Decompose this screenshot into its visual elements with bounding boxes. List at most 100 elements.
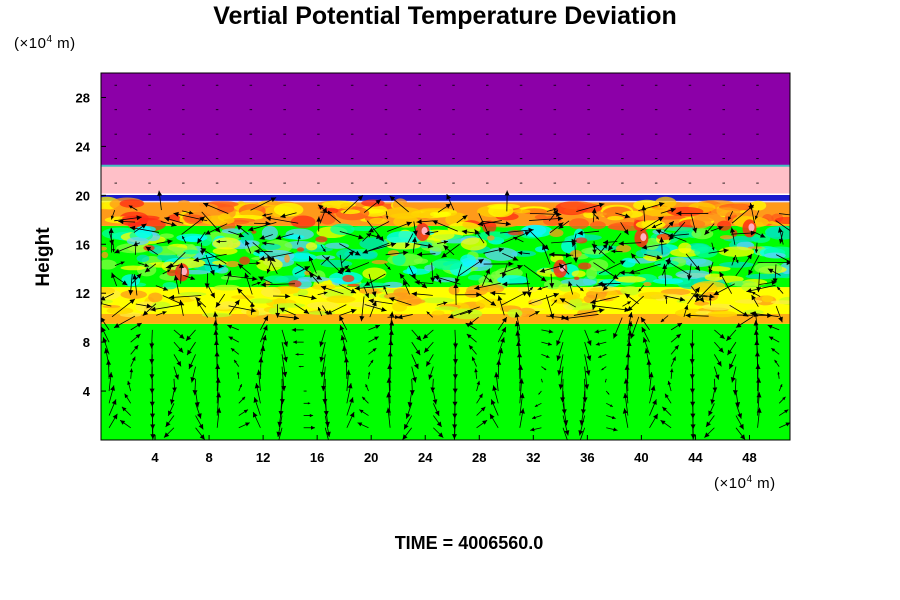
wind-arrow xyxy=(215,293,226,308)
wind-arrow xyxy=(670,344,679,355)
field-patch xyxy=(348,301,380,308)
wind-arrow xyxy=(592,213,600,220)
wind-arrow xyxy=(436,240,449,245)
wind-arrow xyxy=(224,274,258,282)
wind-arrow xyxy=(452,84,455,86)
wind-arrow xyxy=(114,261,125,267)
field-patch xyxy=(429,242,448,252)
wind-arrow xyxy=(148,84,151,86)
wind-arrow xyxy=(213,311,219,330)
wind-arrow xyxy=(173,341,184,354)
field-patch xyxy=(635,250,647,258)
y-tick-label: 24 xyxy=(76,139,91,154)
wind-arrow xyxy=(236,371,240,379)
wind-arrow xyxy=(478,213,490,237)
wind-arrow xyxy=(662,263,668,286)
field-patch xyxy=(745,273,780,280)
wind-arrow xyxy=(195,403,202,419)
wind-arrow xyxy=(368,336,379,343)
wind-arrow xyxy=(323,391,329,417)
field-patch xyxy=(239,256,251,265)
wind-arrow xyxy=(145,246,159,255)
field-patch xyxy=(734,299,763,304)
wind-arrow xyxy=(202,202,229,214)
wind-arrow xyxy=(561,391,567,415)
wind-arrow xyxy=(476,406,486,416)
wind-arrow xyxy=(558,366,564,390)
y-axis: 4 8 12 16 20 24 28 xyxy=(76,90,106,399)
wind-arrow xyxy=(483,275,493,283)
wind-arrow xyxy=(405,233,414,249)
field-patch xyxy=(120,290,147,299)
wind-arrow xyxy=(595,305,630,313)
wind-arrow xyxy=(182,182,185,184)
wind-arrow xyxy=(228,336,239,343)
wind-arrow xyxy=(249,84,253,86)
wind-arrow xyxy=(162,269,171,275)
field-patch xyxy=(747,246,763,249)
wind-arrow xyxy=(688,109,692,111)
wind-arrow xyxy=(320,285,344,295)
wind-arrow xyxy=(428,366,434,380)
wind-arrow xyxy=(350,109,354,111)
wind-arrow xyxy=(359,296,365,322)
wind-arrow xyxy=(708,297,712,306)
wind-arrow xyxy=(659,237,665,255)
wind-arrow xyxy=(688,182,692,184)
wind-arrow xyxy=(714,354,722,367)
wind-arrow xyxy=(664,295,668,304)
wind-arrow xyxy=(735,427,746,440)
field-patch xyxy=(217,204,235,214)
field-patch xyxy=(563,291,581,300)
field-patch xyxy=(421,297,455,304)
wind-arrow xyxy=(557,354,564,376)
wind-arrow xyxy=(129,368,134,379)
field-patch xyxy=(213,284,241,291)
wind-arrow xyxy=(108,413,118,428)
wind-arrow xyxy=(411,366,417,383)
wind-arrow xyxy=(778,384,783,392)
field-patch xyxy=(101,259,117,270)
wind-arrow xyxy=(114,215,142,222)
wind-arrow xyxy=(754,210,760,220)
wind-arrow xyxy=(417,251,436,257)
field-patch xyxy=(336,248,363,260)
field-patch xyxy=(340,209,361,215)
wind-arrow xyxy=(192,378,198,396)
wind-arrow xyxy=(735,316,754,328)
field-patch xyxy=(638,291,669,300)
field-patch xyxy=(304,270,312,276)
field-patch xyxy=(586,266,598,280)
wind-arrow xyxy=(689,354,695,380)
wind-arrow xyxy=(190,366,196,383)
wind-arrow xyxy=(712,378,718,393)
field-patch xyxy=(166,269,178,277)
wind-arrow xyxy=(441,243,460,258)
wind-arrow xyxy=(708,403,715,417)
wind-arrow xyxy=(430,262,436,283)
field-patch xyxy=(297,276,330,282)
field-patch xyxy=(406,298,426,304)
field-patch xyxy=(272,303,306,308)
wind-arrow xyxy=(558,263,570,275)
wind-arrow xyxy=(118,219,136,225)
wind-arrow xyxy=(529,230,549,251)
field-patch xyxy=(120,265,146,271)
wind-arrow xyxy=(638,284,645,292)
wind-arrow xyxy=(317,109,320,111)
wind-arrow xyxy=(479,294,497,307)
wind-arrow xyxy=(663,295,686,302)
field-patch xyxy=(221,228,244,234)
wind-arrow xyxy=(389,311,395,330)
wind-arrow xyxy=(669,368,674,379)
field-patch xyxy=(620,286,641,296)
field-patch xyxy=(694,246,718,258)
wind-arrow xyxy=(452,158,455,160)
wind-arrow xyxy=(689,329,695,349)
wind-arrow xyxy=(108,231,114,246)
wind-arrow xyxy=(317,291,328,296)
wind-arrow xyxy=(580,391,586,415)
wind-arrow xyxy=(513,236,524,243)
wind-arrow xyxy=(560,378,566,403)
wind-arrow xyxy=(402,427,413,440)
